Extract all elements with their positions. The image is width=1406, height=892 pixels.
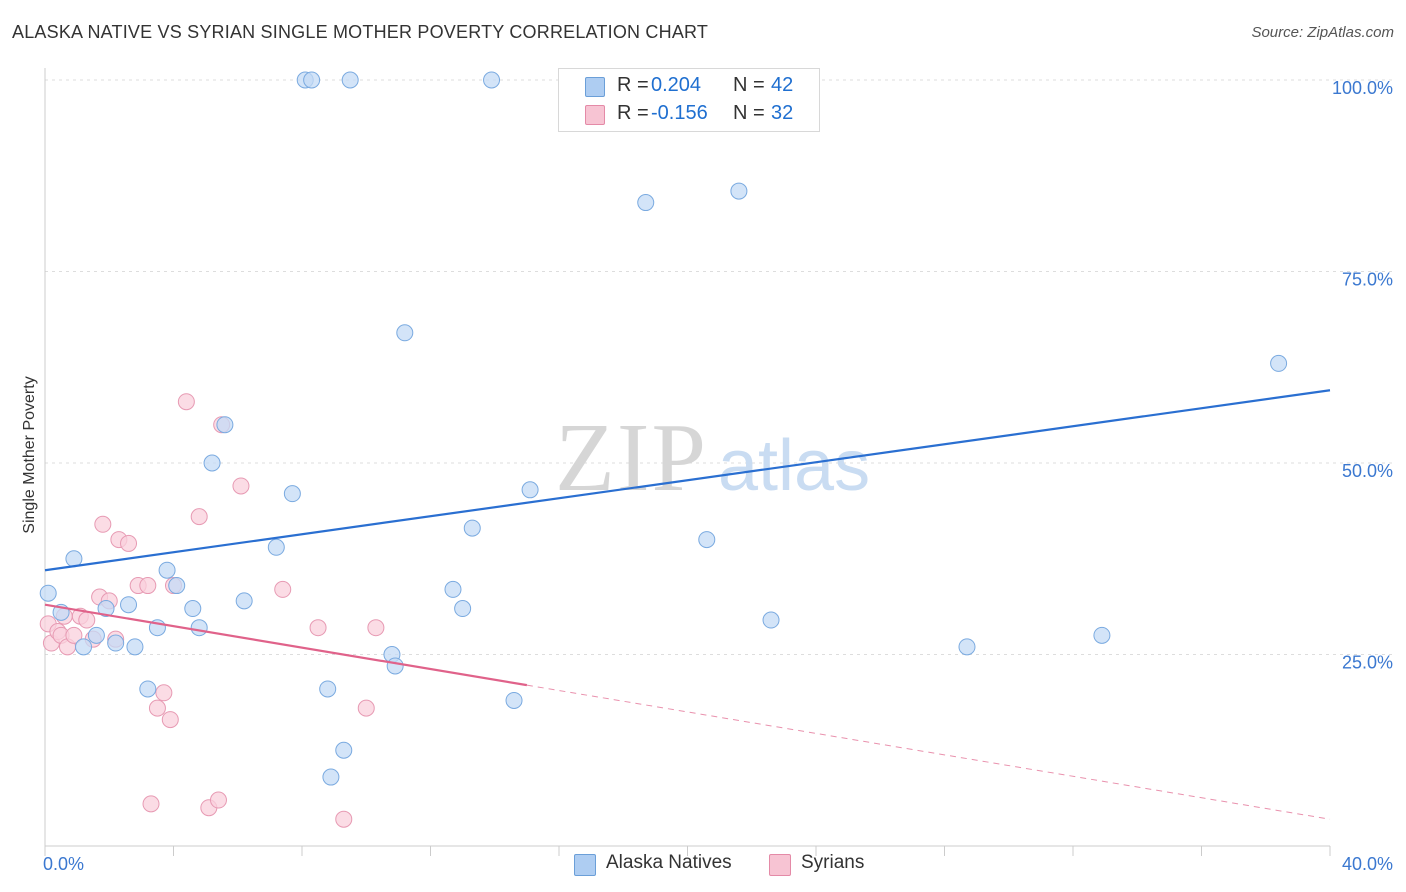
alaska-natives-point (87, 626, 105, 644)
syrians-point (120, 534, 138, 552)
alaska-natives-point (203, 454, 221, 472)
alaska-natives-point (75, 638, 93, 656)
alaska-natives-point (1093, 626, 1111, 644)
syrians-point (139, 577, 157, 595)
syrians-point (65, 626, 83, 644)
y-axis-label: Single Mother Poverty (21, 376, 38, 533)
alaska-natives-point (730, 182, 748, 200)
source-label: Source: ZipAtlas.com (1251, 24, 1394, 41)
alaska-natives-point (158, 561, 176, 579)
legend-row-syrians: R = -0.156 N = 32 (559, 99, 819, 129)
legend-label: Syrians (801, 852, 865, 873)
syrians-point (335, 810, 353, 828)
y-tick-label: 100.0% (1332, 78, 1393, 98)
alaska-natives-point (126, 638, 144, 656)
alaska-natives-point (190, 619, 208, 637)
syrians-point (94, 515, 112, 533)
alaska-natives-point (107, 634, 125, 652)
alaska-natives-point (637, 194, 655, 212)
chart-title: ALASKA NATIVE VS SYRIAN SINGLE MOTHER PO… (12, 22, 709, 42)
alaska-natives-point (958, 638, 976, 656)
y-tick-label: 50.0% (1342, 461, 1393, 481)
alaska-natives-point (521, 481, 539, 499)
trend-lines (44, 389, 1331, 820)
syrians-point (357, 699, 375, 717)
n-value: 42 (771, 74, 794, 96)
syrians-point (161, 711, 179, 729)
alaska-natives-point (235, 592, 253, 610)
alaska-natives-point (97, 600, 115, 618)
alaska-natives-point (267, 538, 285, 556)
alaska-natives-point (283, 485, 301, 503)
n-label: N = (733, 102, 765, 124)
alaska-natives-point (463, 519, 481, 537)
alaska-natives-point (483, 71, 501, 89)
r-label: R = (617, 102, 649, 124)
legend-swatch-alaska-natives (574, 854, 596, 876)
x-tick-label: 0.0% (43, 854, 84, 874)
alaska-natives-point (386, 657, 404, 675)
syrians-point (367, 619, 385, 637)
x-tick-label: 40.0% (1342, 854, 1393, 874)
y-tick-label: 75.0% (1342, 270, 1393, 290)
syrians-point (155, 684, 173, 702)
syrians-trend-extension (526, 684, 1331, 820)
syrians-trend-line (44, 603, 528, 687)
n-value: 32 (771, 102, 794, 124)
alaska-natives-point (184, 600, 202, 618)
alaska-natives-point (1270, 354, 1288, 372)
watermark-zip: ZIP (555, 404, 708, 512)
n-label: N = (733, 74, 765, 96)
grid-lines (45, 79, 1392, 655)
watermark: ZIP atlas (555, 404, 870, 512)
legend-label: Alaska Natives (606, 852, 732, 873)
alaska-natives-point (168, 577, 186, 595)
legend-stats: R = 0.204 N = 42 R = -0.156 N = 32 (558, 68, 820, 132)
legend-swatch-syrians (585, 105, 605, 125)
axes (44, 68, 1331, 856)
alaska-natives-point (444, 580, 462, 598)
syrians-point (232, 477, 250, 495)
alaska-natives-point (454, 600, 472, 618)
r-label: R = (617, 74, 649, 96)
y-tick-label: 25.0% (1342, 653, 1393, 673)
syrians-point (274, 580, 292, 598)
syrians-point (190, 508, 208, 526)
syrians-point (209, 791, 227, 809)
alaska-natives-point (335, 741, 353, 759)
alaska-natives-point (39, 584, 57, 602)
legend-row-alaska-natives: R = 0.204 N = 42 (559, 71, 819, 101)
syrians-point (148, 699, 166, 717)
alaska-natives-point (698, 531, 716, 549)
alaska-natives-point (216, 416, 234, 434)
alaska-natives-point (139, 680, 157, 698)
legend-swatch-syrians (769, 854, 791, 876)
alaska-natives-point (341, 71, 359, 89)
tick-labels: 25.0% 50.0% 75.0% 100.0% 0.0% 40.0% (43, 78, 1393, 874)
syrians-point (78, 611, 96, 629)
alaska-natives-point (319, 680, 337, 698)
alaska-natives-point (322, 768, 340, 786)
syrians-point (142, 795, 160, 813)
series-alaska-natives (39, 71, 1288, 786)
alaska-natives-point (762, 611, 780, 629)
syrians-point (309, 619, 327, 637)
alaska-natives-point (396, 324, 414, 342)
alaska-natives-point (303, 71, 321, 89)
alaska-natives-point (505, 691, 523, 709)
alaska-natives-trend-line (44, 389, 1331, 572)
alaska-natives-point (120, 596, 138, 614)
r-value: -0.156 (651, 102, 708, 124)
legend-swatch-alaska-natives (585, 77, 605, 97)
r-value: 0.204 (651, 74, 702, 96)
syrians-point (177, 393, 195, 411)
